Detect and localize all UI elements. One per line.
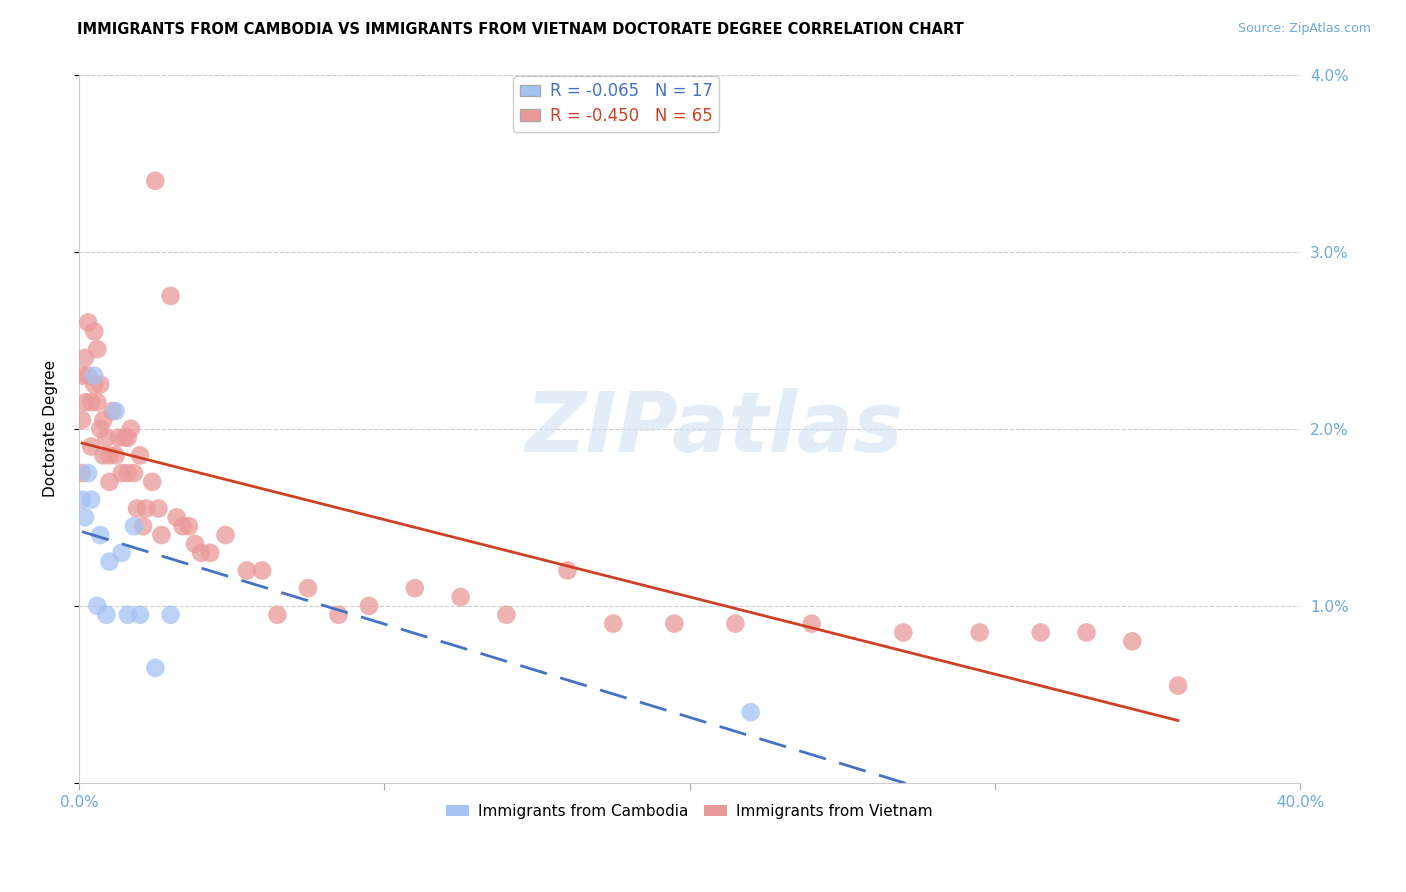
Point (86, 599, 108, 613)
Point (80, 492, 103, 507)
Point (891, 625, 914, 640)
Point (114, 431, 136, 445)
Point (602, 616, 624, 631)
Point (70, 368, 93, 383)
Point (80, 395, 103, 409)
Point (1121, 634, 1143, 648)
Point (177, 519, 200, 533)
Point (104, 404, 127, 418)
Point (1029, 625, 1052, 640)
Point (89, 377, 111, 392)
Point (86, 342, 108, 356)
Point (200, 546, 222, 560)
Point (83, 324, 105, 338)
Point (96, 431, 118, 445)
Point (122, 519, 145, 533)
Legend: Immigrants from Cambodia, Immigrants from Vietnam: Immigrants from Cambodia, Immigrants fro… (440, 797, 939, 825)
Point (328, 607, 350, 622)
Point (83, 377, 105, 392)
Point (80, 440, 103, 454)
Point (266, 607, 288, 622)
Point (73, 395, 96, 409)
Point (664, 616, 686, 631)
Point (1167, 679, 1189, 693)
Point (1076, 625, 1098, 640)
Point (236, 564, 259, 578)
Point (740, 705, 762, 719)
Point (93, 413, 115, 427)
Point (98, 448, 121, 462)
Point (724, 616, 747, 631)
Point (89, 528, 111, 542)
Point (77, 466, 100, 480)
Text: IMMIGRANTS FROM CAMBODIA VS IMMIGRANTS FROM VIETNAM DOCTORATE DEGREE CORRELATION: IMMIGRANTS FROM CAMBODIA VS IMMIGRANTS F… (77, 22, 965, 37)
Point (122, 466, 145, 480)
Point (297, 581, 319, 595)
Point (98, 555, 121, 569)
Point (135, 501, 157, 516)
Y-axis label: Doctorate Degree: Doctorate Degree (44, 360, 58, 498)
Point (104, 448, 127, 462)
Point (150, 528, 173, 542)
Point (214, 528, 236, 542)
Point (117, 607, 139, 622)
Point (143, 174, 166, 188)
Point (111, 546, 134, 560)
Point (125, 501, 148, 516)
Point (132, 519, 155, 533)
Point (70, 413, 93, 427)
Point (117, 431, 139, 445)
Point (159, 289, 181, 303)
Text: Source: ZipAtlas.com: Source: ZipAtlas.com (1237, 22, 1371, 36)
Point (495, 607, 517, 622)
Point (120, 422, 142, 436)
Point (159, 607, 181, 622)
Point (190, 546, 212, 560)
Point (77, 316, 100, 330)
Point (184, 537, 207, 551)
Point (250, 564, 273, 578)
Point (141, 475, 163, 489)
Point (70, 492, 93, 507)
Point (83, 368, 105, 383)
Point (557, 564, 579, 578)
Point (73, 351, 96, 365)
Point (969, 625, 991, 640)
Point (143, 661, 166, 675)
Point (96, 607, 118, 622)
Point (111, 466, 134, 480)
Point (166, 510, 188, 524)
Point (129, 607, 152, 622)
Point (107, 431, 129, 445)
Point (357, 599, 380, 613)
Point (800, 616, 823, 631)
Point (148, 501, 170, 516)
Point (101, 404, 124, 418)
Point (98, 475, 121, 489)
Point (93, 448, 115, 462)
Point (172, 519, 194, 533)
Point (89, 422, 111, 436)
Point (70, 466, 93, 480)
Point (117, 466, 139, 480)
Point (404, 581, 426, 595)
Point (129, 448, 152, 462)
Point (73, 510, 96, 524)
Point (86, 395, 108, 409)
Text: ZIPatlas: ZIPatlas (524, 388, 903, 469)
Point (77, 368, 100, 383)
Point (450, 590, 472, 604)
